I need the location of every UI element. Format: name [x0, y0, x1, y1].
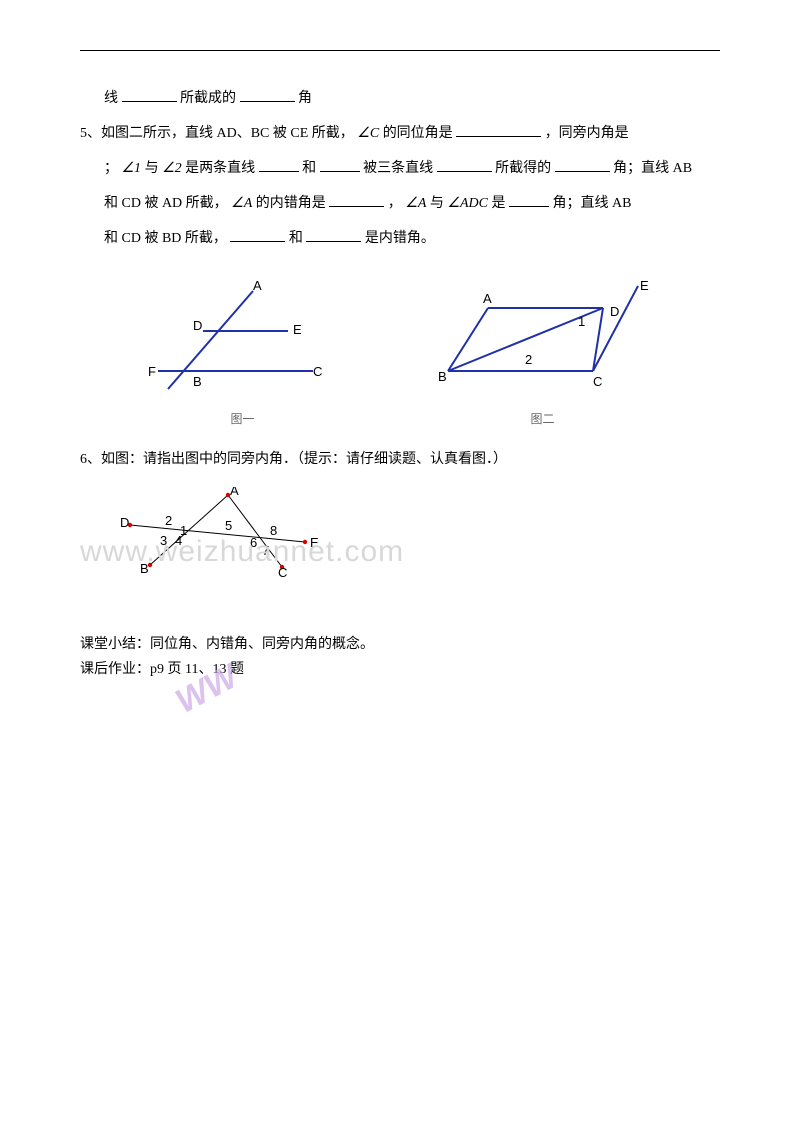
- figure-1-caption: 图一: [148, 410, 338, 427]
- txt: 所截得的: [495, 161, 551, 176]
- svg-text:B: B: [193, 374, 202, 389]
- svg-text:D: D: [610, 304, 619, 319]
- svg-text:E: E: [293, 322, 302, 337]
- svg-text:2: 2: [165, 513, 172, 528]
- figure-2-svg: A E D B C 1 2: [433, 276, 653, 401]
- txt: 的内错角是: [256, 196, 326, 211]
- txt: 线: [104, 91, 118, 106]
- svg-text:E: E: [640, 278, 649, 293]
- svg-text:A: A: [230, 487, 239, 498]
- angle-A2: ∠A: [405, 196, 426, 211]
- txt: ，: [388, 196, 402, 211]
- txt: 与: [145, 161, 159, 176]
- question-5-line4: 和 CD 被 BD 所截， 和 是内错角。: [80, 221, 720, 256]
- svg-text:7: 7: [262, 543, 269, 558]
- figure-3-box: ADEBC12345678: [120, 487, 720, 587]
- angle-ADC: ∠ADC: [447, 196, 488, 211]
- txt: 与: [430, 196, 444, 211]
- txt: 和 CD 被 BD 所截，: [104, 231, 227, 246]
- svg-text:C: C: [313, 364, 322, 379]
- summary-block: 课堂小结：同位角、内错角、同旁内角的概念。 课后作业：p9 页 11、13 题: [80, 632, 720, 682]
- figure-1-svg: A D E F B C: [148, 276, 338, 401]
- svg-text:B: B: [140, 561, 149, 576]
- txt: 角: [298, 91, 312, 106]
- svg-text:A: A: [483, 291, 492, 306]
- figures-row: A D E F B C 图一 A E D B C 1 2 图二: [80, 276, 720, 427]
- blank: [122, 86, 177, 102]
- question-5-line1: 5、如图二所示，直线 AD、BC 被 CE 所截， ∠C 的同位角是 ，同旁内角…: [80, 116, 720, 151]
- angle-A: ∠A: [231, 196, 252, 211]
- question-5-line2: ； ∠1 与 ∠2 是两条直线 和 被三条直线 所截得的 角；直线 AB: [80, 151, 720, 186]
- angle-1: ∠1: [122, 161, 142, 176]
- svg-text:3: 3: [160, 533, 167, 548]
- summary-line-2: 课后作业：p9 页 11、13 题: [80, 657, 720, 682]
- figure-2-caption: 图二: [433, 410, 653, 427]
- txt: 5、如图二所示，直线 AD、BC 被 CE 所截，: [80, 126, 354, 141]
- txt: 的同位角是: [383, 126, 453, 141]
- txt: 是两条直线: [185, 161, 255, 176]
- txt: 角；直线 AB: [613, 161, 692, 176]
- blank: [555, 156, 610, 172]
- svg-text:C: C: [278, 565, 287, 580]
- question-5-line3: 和 CD 被 AD 所截， ∠A 的内错角是 ， ∠A 与 ∠ADC 是 角；直…: [80, 186, 720, 221]
- txt: ；: [104, 161, 118, 176]
- svg-text:C: C: [593, 374, 602, 389]
- txt: 和: [302, 161, 316, 176]
- summary-line-1: 课堂小结：同位角、内错角、同旁内角的概念。: [80, 632, 720, 657]
- blank: [240, 86, 295, 102]
- txt: 是内错角。: [365, 231, 435, 246]
- blank: [509, 191, 549, 207]
- svg-text:5: 5: [225, 518, 232, 533]
- txt: 是: [491, 196, 505, 211]
- svg-text:F: F: [148, 364, 156, 379]
- svg-text:D: D: [120, 515, 129, 530]
- txt: 和 CD 被 AD 所截，: [104, 196, 228, 211]
- svg-text:6: 6: [250, 535, 257, 550]
- svg-text:1: 1: [578, 314, 585, 329]
- svg-text:4: 4: [175, 533, 182, 548]
- angle-C: ∠C: [357, 126, 379, 141]
- txt: ，同旁内角是: [545, 126, 629, 141]
- question-6: 6、如图：请指出图中的同旁内角．（提示：请仔细读题、认真看图．）: [80, 442, 720, 477]
- blank: [456, 121, 541, 137]
- blank: [329, 191, 384, 207]
- horizontal-rule: [80, 50, 720, 51]
- svg-text:D: D: [193, 318, 202, 333]
- figure-1-box: A D E F B C 图一: [148, 276, 338, 427]
- blank: [230, 226, 285, 242]
- txt: 被三条直线: [363, 161, 433, 176]
- svg-text:A: A: [253, 278, 262, 293]
- blank: [259, 156, 299, 172]
- svg-text:8: 8: [270, 523, 277, 538]
- svg-text:B: B: [438, 369, 447, 384]
- txt: 角；直线 AB: [552, 196, 631, 211]
- blank: [437, 156, 492, 172]
- blank: [306, 226, 361, 242]
- figure-3-svg: ADEBC12345678: [120, 487, 330, 582]
- angle-2: ∠2: [162, 161, 182, 176]
- figure-2-box: A E D B C 1 2 图二: [433, 276, 653, 427]
- txt: 所截成的: [180, 91, 236, 106]
- svg-text:2: 2: [525, 352, 532, 367]
- svg-text:E: E: [310, 535, 319, 550]
- blank: [320, 156, 360, 172]
- text-fragment-line1: 线 所截成的 角: [80, 81, 720, 116]
- txt: 和: [289, 231, 303, 246]
